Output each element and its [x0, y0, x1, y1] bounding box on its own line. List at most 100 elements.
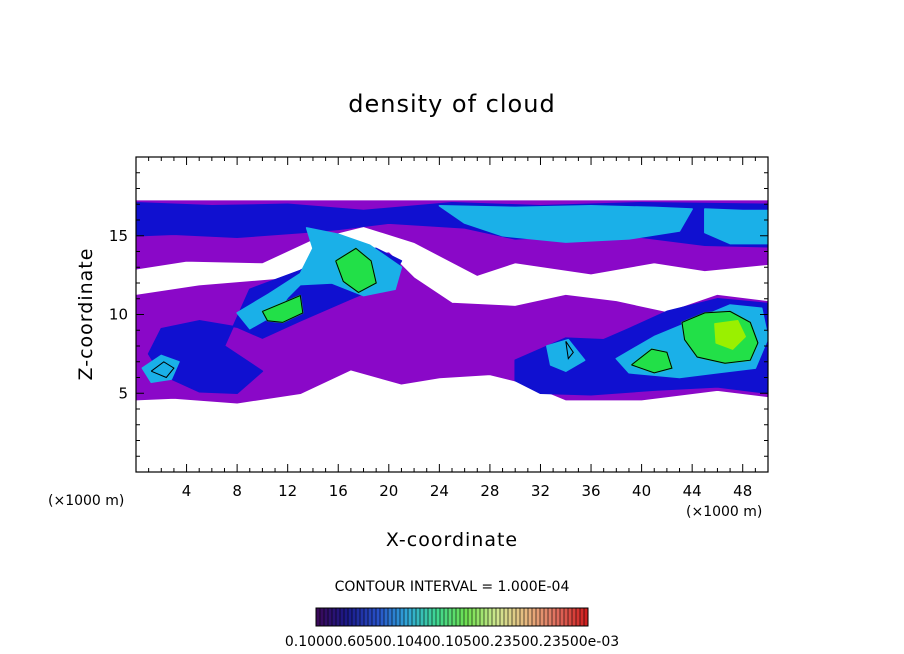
colorbar-swatch	[552, 608, 557, 626]
x-tick-label: 4	[182, 482, 192, 500]
colorbar-swatch	[392, 608, 397, 626]
colorbar-labels: 0.10000.60500.10400.10500.23500.23500e-0…	[285, 634, 619, 650]
colorbar-swatch	[460, 608, 465, 626]
x-tick-label: 32	[531, 482, 550, 500]
x-tick-label: 44	[683, 482, 702, 500]
cloud-region-mid-6	[704, 208, 768, 245]
colorbar-swatch	[408, 608, 413, 626]
colorbar-swatch	[560, 608, 565, 626]
colorbar-swatch	[448, 608, 453, 626]
cloud-region-mid-9	[141, 354, 180, 383]
colorbar-swatch	[416, 608, 421, 626]
contour-line-4	[150, 361, 175, 379]
y-axis-unit: (×1000 m)	[48, 493, 124, 509]
contour-line-5	[565, 341, 574, 360]
colorbar-swatch	[540, 608, 545, 626]
colorbar-swatch	[484, 608, 489, 626]
colorbar-swatch	[524, 608, 529, 626]
contour-line-2	[631, 348, 673, 374]
colorbar-swatch	[500, 608, 505, 626]
colorbar-swatch	[492, 608, 497, 626]
colorbar-swatch	[496, 608, 501, 626]
colorbar-swatch	[344, 608, 349, 626]
colorbar-swatch	[352, 608, 357, 626]
x-tick-label: 36	[581, 482, 600, 500]
colorbar-swatch	[376, 608, 381, 626]
colorbar-swatch	[536, 608, 541, 626]
x-axis-label: X-coordinate	[386, 529, 518, 551]
colorbar-swatch	[468, 608, 473, 626]
colorbar-swatch	[440, 608, 445, 626]
y-axis-label: Z-coordinate	[75, 248, 97, 381]
colorbar-swatch	[340, 608, 345, 626]
colorbar-swatch	[320, 608, 325, 626]
x-tick-label: 48	[733, 482, 752, 500]
colorbar-swatch	[364, 608, 369, 626]
colorbar-swatch	[444, 608, 449, 626]
y-tick-label: 10	[109, 306, 128, 324]
x-tick-label: 20	[379, 482, 398, 500]
plot-area	[136, 200, 768, 404]
colorbar-swatch	[528, 608, 533, 626]
contour-interval-label: CONTOUR INTERVAL = 1.000E-04	[335, 579, 570, 595]
colorbar-swatch	[572, 608, 577, 626]
y-tick-label: 5	[118, 384, 128, 402]
colorbar-swatch	[356, 608, 361, 626]
colorbar-swatch	[568, 608, 573, 626]
x-tick-label: 8	[232, 482, 242, 500]
colorbar-swatch	[328, 608, 333, 626]
colorbar-swatch	[580, 608, 585, 626]
colorbar-swatch	[388, 608, 393, 626]
colorbar-swatch	[316, 608, 321, 626]
colorbar-swatch	[336, 608, 341, 626]
colorbar-swatch	[576, 608, 581, 626]
colorbar-frame	[315, 607, 589, 627]
colorbar	[315, 607, 589, 627]
colorbar-swatch	[456, 608, 461, 626]
colorbar-swatch	[372, 608, 377, 626]
colorbar-swatch	[396, 608, 401, 626]
colorbar-swatch	[548, 608, 553, 626]
colorbar-swatch	[488, 608, 493, 626]
colorbar-swatch	[504, 608, 509, 626]
colorbar-swatch	[472, 608, 477, 626]
colorbar-swatch	[412, 608, 417, 626]
contour-layer	[150, 247, 759, 379]
colorbar-swatch	[508, 608, 513, 626]
colorbar-swatch	[480, 608, 485, 626]
colorbar-swatch	[556, 608, 561, 626]
cloud-region-mid-10	[546, 338, 586, 372]
contour-line-3	[681, 310, 759, 364]
colorbar-swatch	[360, 608, 365, 626]
x-tick-label: 40	[632, 482, 651, 500]
colorbar-swatch	[476, 608, 481, 626]
colorbar-swatch	[332, 608, 337, 626]
colorbar-swatch	[420, 608, 425, 626]
colorbar-swatch	[520, 608, 525, 626]
colorbar-swatch	[452, 608, 457, 626]
colorbar-swatch	[532, 608, 537, 626]
x-tick-label: 24	[430, 482, 449, 500]
colorbar-swatch	[516, 608, 521, 626]
colorbar-swatch	[436, 608, 441, 626]
contour-line-0	[335, 247, 377, 293]
x-tick-label: 28	[480, 482, 499, 500]
colorbar-swatch	[404, 608, 409, 626]
colorbar-swatch	[428, 608, 433, 626]
colorbar-swatch	[384, 608, 389, 626]
colorbar-swatch	[368, 608, 373, 626]
colorbar-swatch	[544, 608, 549, 626]
x-tick-label: 16	[329, 482, 348, 500]
colorbar-swatch	[424, 608, 429, 626]
cloud-region-peak-15	[714, 320, 746, 350]
colorbar-swatch	[432, 608, 437, 626]
colorbar-swatch	[564, 608, 569, 626]
x-tick-label: 12	[278, 482, 297, 500]
y-tick-label: 15	[109, 227, 128, 245]
x-axis-unit: (×1000 m)	[686, 504, 762, 520]
cloud-region-mid-5	[438, 205, 693, 243]
colorbar-swatch	[400, 608, 405, 626]
colorbar-swatch	[348, 608, 353, 626]
